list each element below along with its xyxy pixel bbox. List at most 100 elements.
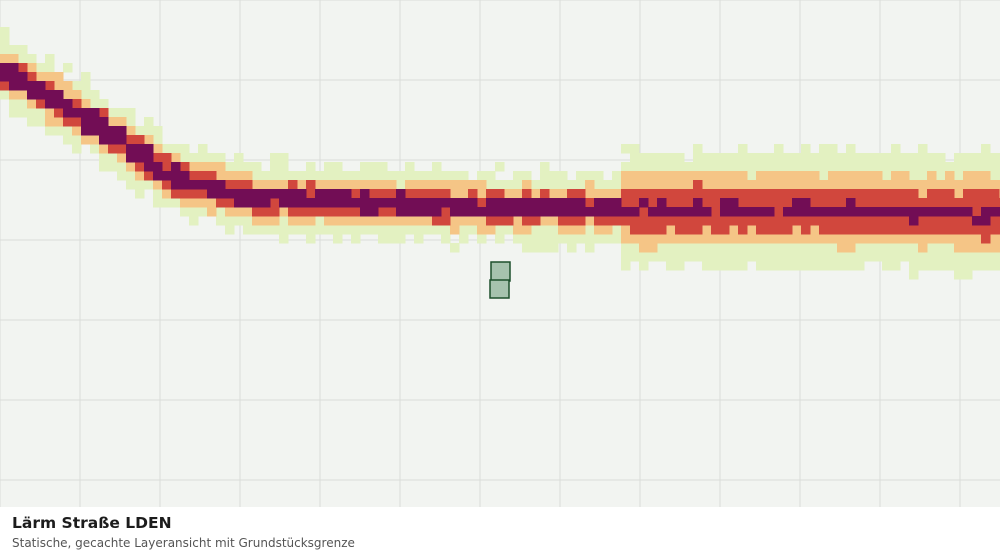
noise-cell bbox=[864, 252, 874, 262]
noise-cell bbox=[0, 36, 10, 46]
noise-cell bbox=[684, 225, 694, 235]
noise-cell bbox=[189, 189, 199, 199]
noise-cell bbox=[909, 198, 919, 208]
parcel-shape-upper[interactable] bbox=[490, 261, 511, 282]
noise-cell bbox=[54, 72, 64, 82]
noise-cell bbox=[801, 198, 811, 208]
noise-cell bbox=[765, 252, 775, 262]
noise-cell bbox=[792, 261, 802, 271]
noise-cell bbox=[144, 153, 154, 163]
noise-cell bbox=[531, 216, 541, 226]
noise-cell bbox=[396, 198, 406, 208]
noise-cell bbox=[819, 207, 829, 217]
noise-cell bbox=[180, 189, 190, 199]
noise-cell bbox=[738, 189, 748, 199]
noise-cell bbox=[522, 198, 532, 208]
noise-cell bbox=[972, 243, 982, 253]
noise-map[interactable] bbox=[0, 0, 1000, 507]
noise-cell bbox=[513, 198, 523, 208]
noise-cell bbox=[603, 216, 613, 226]
noise-cell bbox=[639, 216, 649, 226]
noise-cell bbox=[945, 162, 955, 172]
noise-cell bbox=[486, 216, 496, 226]
noise-cell bbox=[936, 153, 946, 163]
noise-cell bbox=[378, 216, 388, 226]
noise-cell bbox=[738, 162, 748, 172]
noise-cell bbox=[477, 216, 487, 226]
noise-cell bbox=[387, 216, 397, 226]
noise-cell bbox=[909, 243, 919, 253]
noise-cell bbox=[900, 207, 910, 217]
noise-cell bbox=[351, 171, 361, 181]
noise-cell bbox=[900, 216, 910, 226]
caption-panel: Lärm Straße LDEN Statische, gecachte Lay… bbox=[0, 507, 1000, 560]
noise-cell bbox=[108, 144, 118, 154]
noise-cell bbox=[153, 189, 163, 199]
noise-cell bbox=[630, 198, 640, 208]
noise-cell bbox=[387, 225, 397, 235]
noise-cell bbox=[693, 252, 703, 262]
noise-cell bbox=[243, 189, 253, 199]
noise-cell bbox=[540, 189, 550, 199]
noise-cell bbox=[225, 216, 235, 226]
noise-cell bbox=[126, 153, 136, 163]
noise-cell bbox=[936, 180, 946, 190]
noise-cell bbox=[720, 225, 730, 235]
parcel-boundary[interactable] bbox=[489, 261, 511, 299]
noise-cell bbox=[801, 207, 811, 217]
noise-cell bbox=[378, 198, 388, 208]
noise-cell bbox=[270, 189, 280, 199]
noise-cell bbox=[369, 171, 379, 181]
noise-cell bbox=[414, 207, 424, 217]
noise-cell bbox=[9, 45, 19, 55]
noise-cell bbox=[468, 189, 478, 199]
noise-cell bbox=[684, 216, 694, 226]
noise-cell bbox=[918, 180, 928, 190]
noise-cell bbox=[333, 216, 343, 226]
noise-cell bbox=[900, 234, 910, 244]
noise-cell bbox=[801, 162, 811, 172]
noise-cell bbox=[720, 216, 730, 226]
noise-cell bbox=[666, 216, 676, 226]
noise-cell bbox=[882, 171, 892, 181]
noise-cell bbox=[405, 198, 415, 208]
noise-cell bbox=[360, 189, 370, 199]
noise-cell bbox=[891, 180, 901, 190]
noise-cell bbox=[918, 171, 928, 181]
noise-cell bbox=[855, 189, 865, 199]
noise-cell bbox=[603, 207, 613, 217]
noise-cell bbox=[180, 207, 190, 217]
noise-cell bbox=[954, 216, 964, 226]
noise-cell bbox=[666, 243, 676, 253]
noise-cell bbox=[738, 225, 748, 235]
noise-cell bbox=[558, 198, 568, 208]
noise-cell bbox=[756, 261, 766, 271]
noise-cell bbox=[702, 171, 712, 181]
noise-cell bbox=[531, 180, 541, 190]
noise-cell bbox=[729, 261, 739, 271]
noise-cell bbox=[495, 189, 505, 199]
noise-cell bbox=[918, 207, 928, 217]
noise-cell bbox=[342, 198, 352, 208]
noise-cell bbox=[306, 189, 316, 199]
noise-cell bbox=[891, 162, 901, 172]
noise-cell bbox=[783, 252, 793, 262]
noise-cell bbox=[333, 171, 343, 181]
noise-cell bbox=[819, 153, 829, 163]
noise-cell bbox=[405, 162, 415, 172]
noise-cell bbox=[9, 54, 19, 64]
noise-cell bbox=[837, 153, 847, 163]
noise-cell bbox=[450, 207, 460, 217]
noise-cell bbox=[81, 81, 91, 91]
noise-cell bbox=[675, 243, 685, 253]
noise-cell bbox=[675, 225, 685, 235]
noise-cell bbox=[828, 234, 838, 244]
parcel-shape-lower[interactable] bbox=[489, 279, 510, 299]
noise-cell bbox=[135, 189, 145, 199]
noise-cell bbox=[594, 189, 604, 199]
noise-cell bbox=[450, 243, 460, 253]
map-view[interactable] bbox=[0, 0, 1000, 507]
noise-cell bbox=[873, 234, 883, 244]
noise-cell bbox=[36, 81, 46, 91]
noise-cell bbox=[540, 243, 550, 253]
